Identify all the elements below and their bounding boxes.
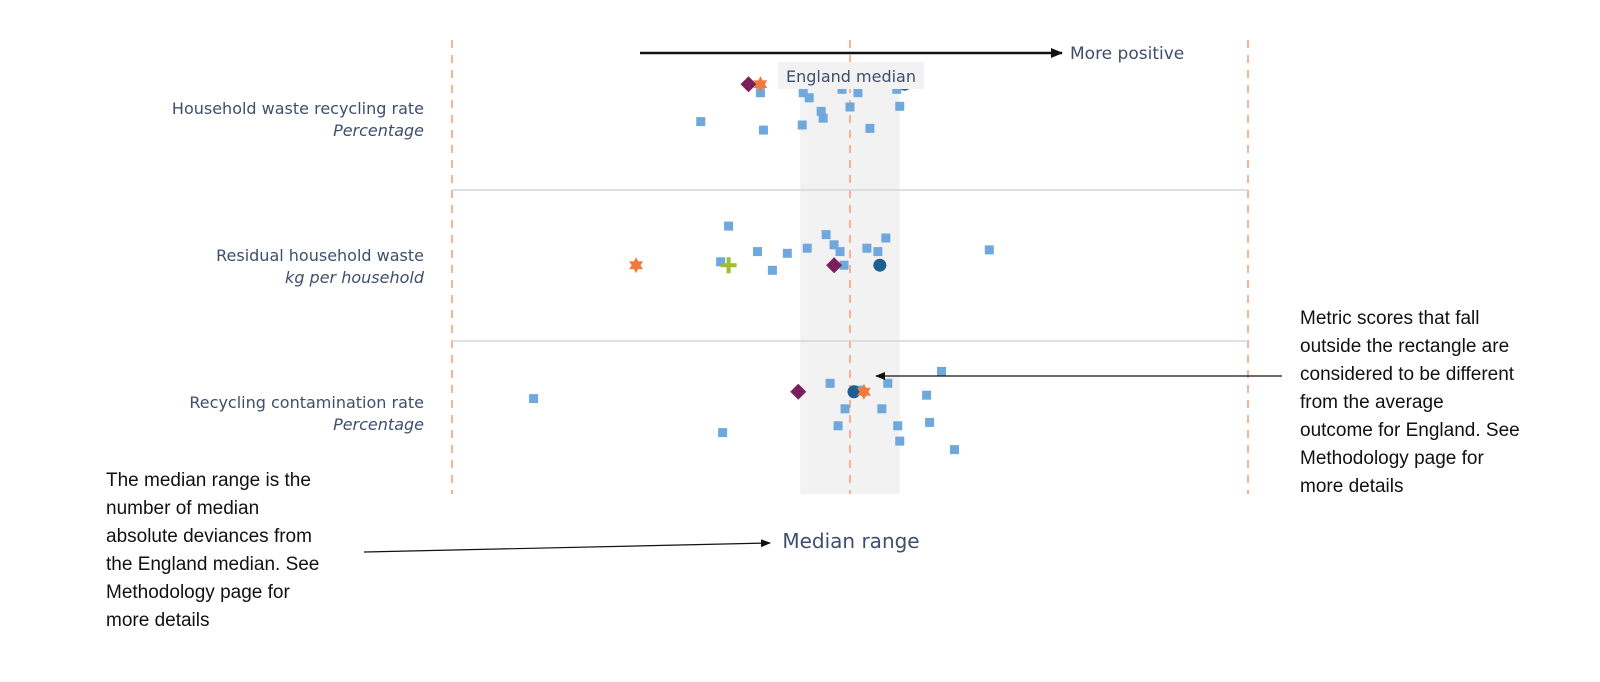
data-point (782, 248, 792, 258)
data-point (821, 230, 831, 240)
data-point (718, 428, 728, 438)
data-point (949, 445, 959, 455)
direction-label: More positive (1070, 44, 1184, 64)
data-point (895, 101, 905, 111)
data-point (752, 247, 762, 257)
data-point (758, 125, 768, 135)
star-marker (753, 76, 768, 93)
data-point (895, 436, 905, 446)
data-point (696, 117, 706, 127)
circle-marker (873, 258, 887, 272)
data-point (840, 404, 850, 414)
data-point (804, 93, 814, 103)
diamond-marker (740, 76, 757, 93)
left-note-arrow (363, 539, 771, 553)
data-point (922, 390, 932, 400)
data-point (881, 233, 891, 243)
data-point (798, 88, 808, 98)
guide-lines-layer (451, 40, 1249, 494)
data-point (797, 120, 807, 130)
left-note-line: Methodology page for (106, 582, 290, 603)
median-label: England median (786, 67, 916, 86)
data-point (825, 378, 835, 388)
right-note: Metric scores that fall outside the rect… (1300, 305, 1570, 501)
data-point (862, 243, 872, 253)
right-note-line: Metric scores that fall (1300, 308, 1480, 329)
left-note-line: The median range is the (106, 470, 311, 491)
circle-marker (847, 385, 861, 399)
plus-marker (720, 257, 737, 274)
x-axis-label: Median range (782, 529, 919, 553)
right-note-line: considered to be different (1300, 364, 1515, 385)
data-point (984, 245, 994, 255)
diamond-marker (826, 257, 843, 274)
row-unit: Percentage (333, 415, 424, 434)
right-note-line: from the average (1300, 392, 1444, 413)
data-point (833, 421, 843, 431)
data-point (835, 247, 845, 257)
right-note-line: more details (1300, 476, 1404, 497)
data-point (937, 366, 947, 376)
row-labels-layer: Household waste recycling rate Percentage… (172, 99, 425, 434)
points-layer (529, 84, 994, 455)
data-point (816, 106, 826, 116)
data-point (877, 404, 887, 414)
data-point (724, 221, 734, 231)
star-marker (857, 383, 871, 400)
left-note-line: more details (106, 610, 210, 631)
data-point (865, 123, 875, 133)
row-unit: Percentage (333, 121, 424, 140)
right-note-line: outside the rectangle are (1300, 336, 1510, 357)
right-note-line: outcome for England. See (1300, 420, 1520, 441)
row-title: Residual household waste (216, 246, 424, 265)
star-marker (629, 257, 643, 274)
diamond-marker (790, 383, 807, 400)
data-point (853, 88, 863, 98)
data-point (839, 260, 849, 270)
data-point (845, 102, 855, 112)
data-point (818, 113, 828, 123)
left-note-line: number of median (106, 498, 260, 519)
data-point (837, 84, 847, 94)
data-point (755, 88, 765, 98)
data-point (873, 247, 883, 257)
right-note-line: Methodology page for (1300, 448, 1484, 469)
data-point (716, 257, 726, 267)
row-title: Household waste recycling rate (172, 99, 424, 118)
data-point (925, 417, 935, 427)
row-title: Recycling contamination rate (189, 393, 424, 412)
left-note: The median range is the number of median… (106, 467, 366, 635)
left-note-line: absolute deviances from (106, 526, 312, 547)
left-note-line: the England median. See (106, 554, 320, 575)
data-point (893, 421, 903, 431)
data-point (529, 394, 539, 404)
data-point (767, 265, 777, 275)
median-label-bg (778, 62, 924, 89)
median-band-layer (800, 62, 900, 494)
data-point (883, 378, 893, 388)
median-band (800, 62, 900, 494)
data-point (829, 240, 839, 250)
row-unit: kg per household (285, 268, 425, 287)
row-separators-layer (452, 189, 1248, 342)
data-point (892, 84, 902, 94)
data-point (802, 243, 812, 253)
